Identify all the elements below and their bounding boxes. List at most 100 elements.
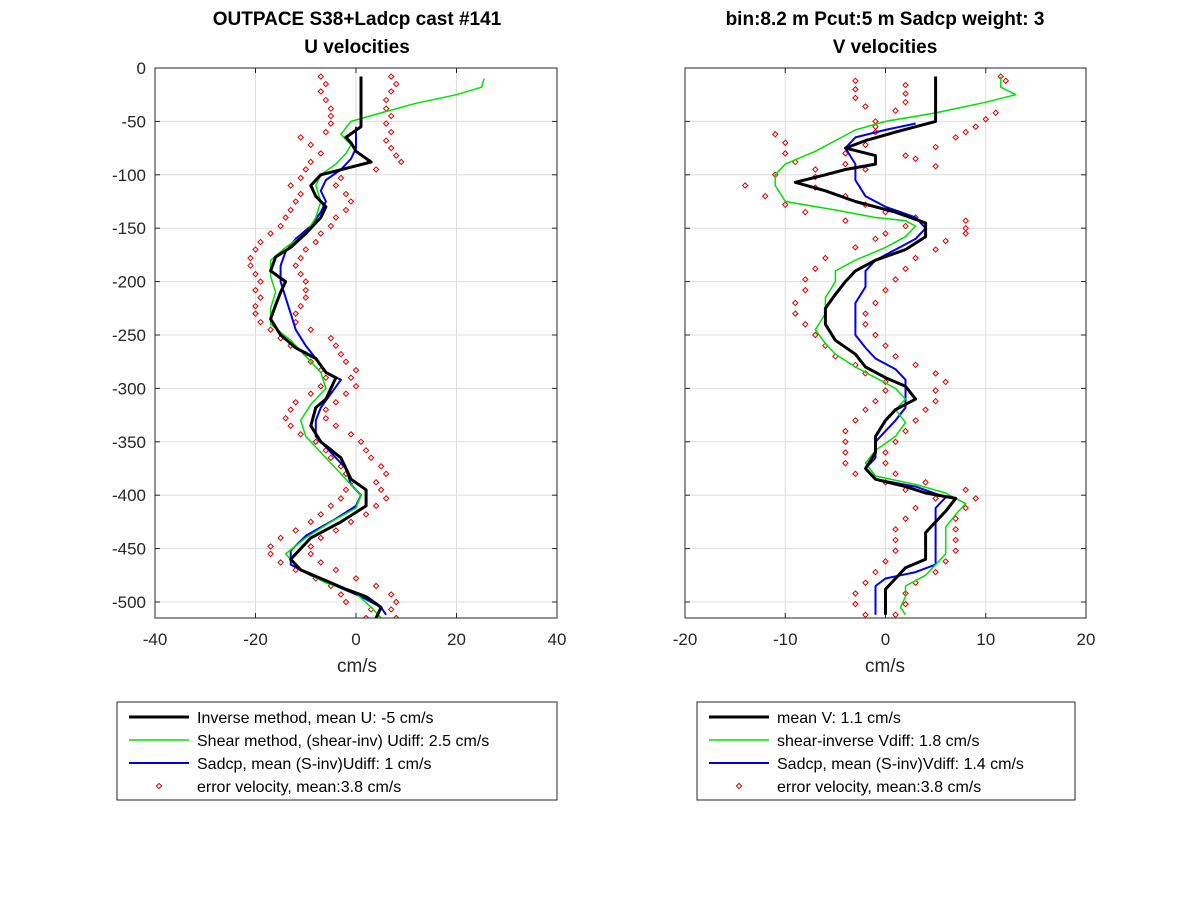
error-velocity-point [307, 326, 315, 333]
error-velocity-point [327, 112, 335, 120]
error-velocity-point [822, 254, 829, 262]
error-velocity-point [812, 331, 819, 339]
error-velocity-point [347, 431, 355, 438]
error-velocity-point [801, 321, 809, 328]
error-velocity-point [862, 310, 869, 317]
v-velocity-panel: bin:8.2 m Pcut:5 m Sadcp weight: 3 V vel… [673, 9, 1096, 677]
error-velocity-point [372, 479, 380, 486]
legend-entry-label: error velocity, mean:3.8 cm/s [777, 779, 981, 796]
error-velocity-point [292, 398, 300, 406]
error-velocity-point [852, 590, 859, 597]
error-velocity-point [247, 254, 254, 262]
error-velocity-point [372, 582, 380, 590]
error-velocity-point [372, 502, 380, 510]
error-velocity-point [297, 190, 305, 198]
x-tick-label: -10 [773, 630, 798, 649]
error-velocity-point [332, 398, 340, 406]
error-velocity-point [952, 526, 959, 533]
error-velocity-point [287, 206, 294, 214]
series-group [741, 73, 1017, 618]
error-velocity-point [297, 174, 305, 182]
y-tick-label: -100 [112, 166, 146, 185]
error-velocity-point [842, 438, 849, 446]
u-legend: Inverse method, mean U: -5 cm/s Shear met… [116, 701, 558, 801]
error-velocity-point [852, 77, 859, 85]
error-velocity-point [852, 86, 859, 93]
error-velocity-point [367, 454, 375, 462]
error-velocity-point [902, 98, 909, 106]
error-velocity-point [297, 134, 305, 141]
error-velocity-point [922, 479, 929, 486]
error-velocity-point [382, 495, 390, 502]
error-velocity-point [842, 449, 849, 456]
error-velocity-point [972, 495, 980, 502]
sadcp-velocity-line [844, 122, 947, 615]
error-velocity-point [287, 422, 294, 430]
series-group [247, 73, 485, 618]
error-velocity-point [327, 502, 335, 510]
legend-entry-label: error velocity, mean:3.8 cm/s [197, 779, 401, 796]
error-velocity-point [902, 515, 909, 522]
error-velocity-point [812, 166, 819, 173]
error-velocity-point [327, 120, 335, 127]
error-velocity-point [342, 190, 350, 198]
error-velocity-point [882, 230, 889, 237]
error-velocity-point [862, 321, 869, 328]
error-velocity-point [892, 276, 899, 283]
error-velocity-point [791, 310, 799, 317]
error-velocity-point [257, 238, 264, 246]
error-velocity-point [352, 382, 360, 390]
error-velocity-point [962, 128, 970, 136]
error-velocity-point [932, 246, 939, 253]
error-velocity-point [387, 144, 395, 152]
legend-entry-label: shear-inverse Vdiff: 1.8 cm/s [777, 733, 979, 750]
v-x-axis-label: cm/s [865, 656, 905, 677]
error-velocity-point [862, 406, 869, 414]
y-tick-label: -250 [112, 326, 146, 345]
y-tick-label: -450 [112, 540, 146, 559]
error-velocity-point [852, 417, 859, 424]
error-velocity-point [362, 447, 370, 454]
error-velocity-point [852, 600, 859, 608]
y-tick-label: -400 [112, 486, 146, 505]
error-velocity-point [302, 246, 310, 253]
error-velocity-point [1002, 77, 1010, 85]
legend-entry-label: Inverse method, mean U: -5 cm/s [197, 710, 434, 727]
error-velocity-point [892, 107, 899, 115]
legend-entry-label: mean V: 1.1 cm/s [777, 710, 901, 727]
axes-box [154, 67, 558, 619]
error-velocity-point [801, 286, 809, 294]
legend-marker-swatch [155, 782, 163, 790]
error-velocity-point [382, 96, 390, 104]
error-velocity-point [801, 208, 809, 216]
y-tick-label: -200 [112, 273, 146, 292]
error-velocity-point [322, 414, 330, 422]
error-velocity-point [382, 470, 390, 478]
error-velocity-point [347, 374, 355, 382]
x-tick-label: 10 [976, 630, 995, 649]
error-velocity-point [302, 278, 310, 285]
error-velocity-point [322, 374, 330, 382]
legend-marker-swatch [735, 782, 743, 790]
error-velocity-point [307, 518, 315, 526]
u-velocity-panel: OUTPACE S38+Ladcp cast #141 U velocities… [112, 9, 566, 677]
y-tick-label: 0 [137, 59, 146, 78]
error-velocity-point [397, 158, 405, 166]
error-velocity-point [982, 115, 990, 123]
error-velocity-point [781, 139, 789, 147]
error-velocity-point [962, 504, 970, 512]
error-velocity-point [392, 152, 400, 159]
error-velocity-point [382, 137, 390, 144]
error-velocity-point [862, 611, 869, 618]
error-velocity-point [337, 174, 345, 182]
error-velocity-point [307, 158, 315, 166]
inverse-velocity-line [793, 76, 958, 615]
error-velocity-point [902, 427, 909, 435]
error-velocity-point [292, 527, 300, 534]
axes-box [684, 67, 1087, 619]
error-velocity-point [352, 366, 360, 374]
y-tick-label: -150 [112, 219, 146, 238]
error-velocity-point [317, 534, 325, 542]
error-velocity-point [872, 235, 879, 243]
error-velocity-point [327, 334, 335, 342]
